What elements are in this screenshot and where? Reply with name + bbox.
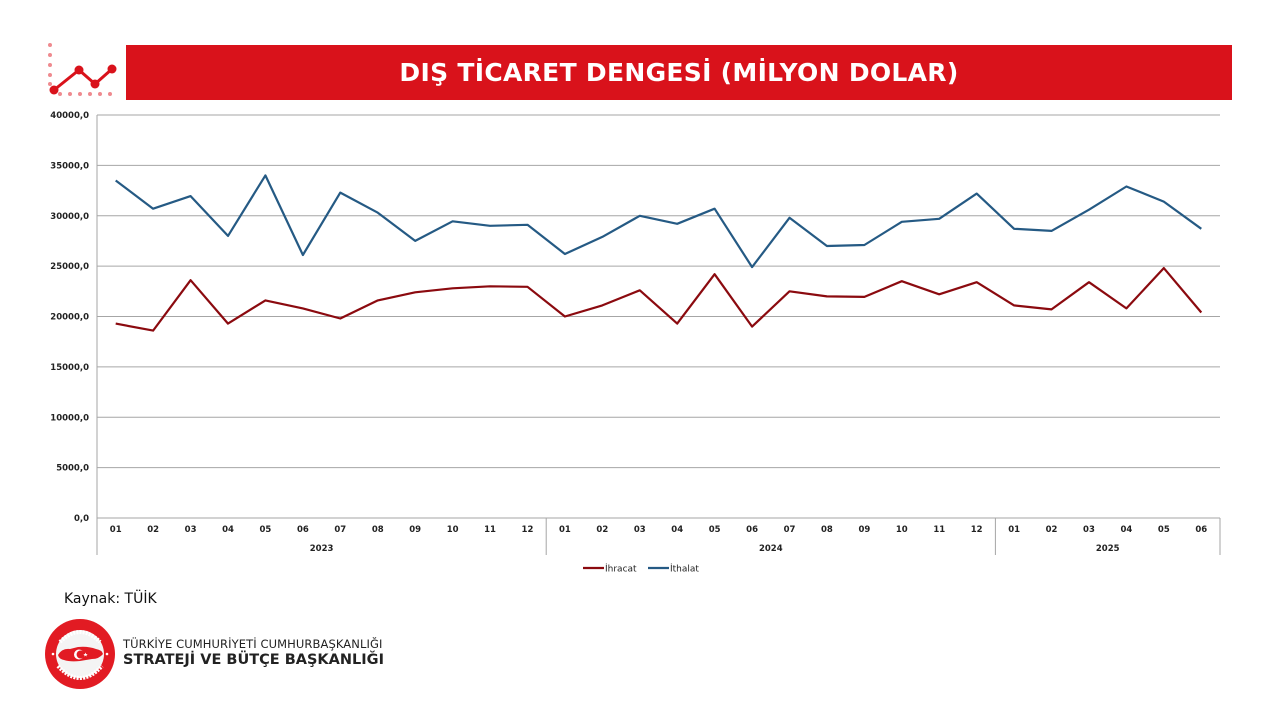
x-tick-label: 01 <box>1008 525 1020 535</box>
x-tick-label: 02 <box>596 525 608 535</box>
x-tick-label: 08 <box>372 525 384 535</box>
series-lines <box>115 174 1203 332</box>
org-line-1: TÜRKİYE CUMHURİYETİ CUMHURBAŞKANLIĞI <box>123 637 383 651</box>
x-tick-label: 02 <box>1046 525 1058 535</box>
y-tick-label: 35000,0 <box>50 161 89 171</box>
x-tick-label: 01 <box>110 525 122 535</box>
line-chart-icon <box>48 43 117 96</box>
y-tick-label: 40000,0 <box>50 111 89 121</box>
gridlines <box>97 114 1220 519</box>
x-group-label: 2023 <box>310 544 334 554</box>
x-group-label: 2025 <box>1096 544 1120 554</box>
x-tick-label: 04 <box>671 525 683 535</box>
x-tick-label: 04 <box>1120 525 1132 535</box>
org-line-2: STRATEJİ VE BÜTÇE BAŞKANLIĞI <box>123 652 384 668</box>
x-tick-label: 03 <box>185 525 197 535</box>
source-note: Kaynak: TÜİK <box>64 591 157 607</box>
x-tick-label: 06 <box>297 525 309 535</box>
legend: İhracat İthalat <box>583 564 699 575</box>
y-tick-label: 5000,0 <box>56 464 89 474</box>
series-line-ihracat <box>115 267 1203 332</box>
x-tick-label: 10 <box>447 525 459 535</box>
organization-name: TÜRKİYE CUMHURİYETİ CUMHURBAŞKANLIĞI STR… <box>123 637 384 668</box>
x-axis: 01 02 03 04 05 06 07 08 09 10 11 12 2023 01 02 03 04 05 06… <box>96 115 1221 555</box>
x-tick-label: 07 <box>784 525 796 535</box>
x-tick-label: 06 <box>746 525 758 535</box>
y-tick-label: 20000,0 <box>50 313 89 323</box>
y-tick-label: 0,0 <box>74 514 89 524</box>
x-tick-label: 10 <box>896 525 908 535</box>
x-tick-label: 11 <box>933 525 945 535</box>
legend-label: İhracat <box>605 564 637 575</box>
x-tick-label: 04 <box>222 525 234 535</box>
x-tick-label: 05 <box>260 525 272 535</box>
x-tick-label: 08 <box>821 525 833 535</box>
x-tick-label: 03 <box>1083 525 1095 535</box>
x-tick-label: 12 <box>522 525 534 535</box>
y-tick-label: 25000,0 <box>50 262 89 272</box>
seal-logo <box>45 619 115 689</box>
y-tick-label: 10000,0 <box>50 413 89 423</box>
y-tick-label: 30000,0 <box>50 212 89 222</box>
x-tick-label: 12 <box>971 525 983 535</box>
x-tick-label: 09 <box>409 525 421 535</box>
legend-label: İthalat <box>670 564 699 575</box>
x-tick-label: 01 <box>559 525 571 535</box>
x-tick-label: 06 <box>1195 525 1207 535</box>
x-tick-label: 07 <box>334 525 346 535</box>
y-tick-label: 15000,0 <box>50 363 89 373</box>
y-axis-labels: 0,0 5000,0 10000,0 15000,0 20000,0 25000,0 300… <box>50 111 89 524</box>
x-tick-label: 11 <box>484 525 496 535</box>
x-tick-label: 09 <box>858 525 870 535</box>
page-title: DIŞ TİCARET DENGESİ (MİLYON DOLAR) <box>399 58 959 87</box>
x-tick-label: 02 <box>147 525 159 535</box>
x-group-label: 2024 <box>759 544 783 554</box>
series-line-ithalat <box>115 174 1202 269</box>
line-chart: 0,0 5000,0 10000,0 15000,0 20000,0 25000,0 300… <box>50 111 1221 575</box>
x-tick-label: 03 <box>634 525 646 535</box>
title-banner: DIŞ TİCARET DENGESİ (MİLYON DOLAR) <box>126 45 1232 100</box>
x-tick-label: 05 <box>709 525 721 535</box>
x-tick-label: 05 <box>1158 525 1170 535</box>
